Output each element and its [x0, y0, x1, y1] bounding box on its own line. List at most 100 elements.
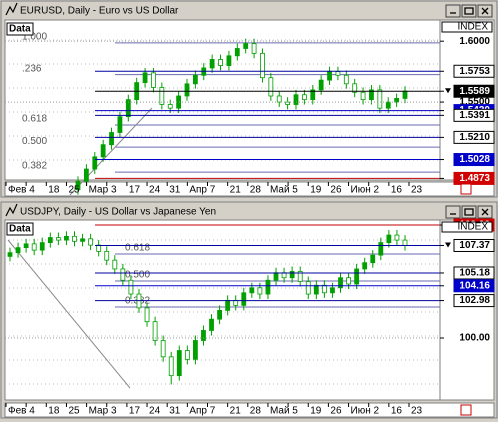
- x-tick-label: 23: [411, 406, 423, 417]
- candle-body: [217, 309, 222, 320]
- price-label-box: [453, 130, 495, 144]
- candle-body: [168, 356, 174, 377]
- candle-body: [273, 272, 279, 281]
- candle-body: [92, 156, 98, 170]
- x-tick-label: 18: [48, 406, 60, 417]
- candle-body: [47, 237, 53, 243]
- candle-body: [354, 268, 360, 285]
- candle-body: [15, 247, 21, 254]
- candle-body: [289, 271, 295, 279]
- candle-body: [184, 83, 190, 97]
- x-tick-label: 23: [411, 185, 423, 196]
- candle-body: [385, 101, 391, 109]
- candle-body: [394, 234, 400, 241]
- window-icon: [5, 2, 18, 16]
- candle-body: [39, 242, 45, 251]
- legend-box: [6, 222, 34, 236]
- candle-body: [386, 234, 392, 243]
- index-box: [441, 21, 493, 33]
- close-glyph: [481, 7, 489, 15]
- price-label: 1.5500: [459, 97, 490, 108]
- maximize-button[interactable]: [461, 205, 477, 219]
- candle-body: [176, 350, 182, 377]
- candle-body: [209, 59, 215, 69]
- price-label-box: [453, 64, 495, 78]
- index-box: [441, 221, 493, 233]
- candle-body: [31, 243, 37, 251]
- candle-body: [243, 43, 249, 49]
- last-price-arrow: [445, 242, 451, 248]
- candle-body: [305, 281, 311, 295]
- scroll-icon[interactable]: [460, 404, 472, 416]
- candle-body: [125, 99, 131, 118]
- candle-body: [75, 180, 81, 191]
- x-tick-label: Май 5: [270, 185, 298, 196]
- candle-body: [335, 71, 341, 76]
- candle-body: [330, 287, 335, 294]
- candle-body: [176, 95, 182, 109]
- price-label: 104.16: [459, 280, 490, 291]
- price-label-box: [453, 294, 495, 308]
- candle-body: [152, 321, 158, 341]
- x-tick-label: Июн 2: [351, 406, 380, 417]
- price-label: 100.00: [459, 333, 490, 344]
- x-tick-label: Мар 3: [89, 406, 117, 417]
- legend-box: [6, 22, 34, 36]
- candle-body: [260, 52, 265, 79]
- x-tick-label: 16: [391, 406, 403, 417]
- price-label: 107.37: [459, 240, 490, 251]
- x-tick-label: 17: [129, 406, 141, 417]
- x-tick-label: 18: [48, 185, 60, 196]
- window-title: USDJPY, Daily - US Dollar vs Japanese Ye…: [20, 207, 216, 218]
- price-label: 1.5028: [459, 154, 490, 165]
- scroll-icon[interactable]: [460, 183, 472, 195]
- legend-label: Data: [9, 224, 31, 235]
- x-tick-label: Фев 4: [8, 406, 35, 417]
- chart-window: EURUSD, Daily - Euro vs US Dollar 1.000 .2…: [0, 0, 498, 198]
- candle-body: [343, 74, 349, 85]
- price-label: 1.5589: [459, 86, 490, 97]
- candle-body: [234, 48, 240, 57]
- candle-body: [377, 89, 383, 109]
- x-tick-label: 25: [68, 406, 80, 417]
- price-label-box: [453, 108, 495, 122]
- minimize-button[interactable]: [445, 205, 461, 219]
- minimize-button[interactable]: [445, 4, 461, 18]
- candle-body: [241, 292, 247, 306]
- candle-body: [184, 350, 190, 360]
- candle-body: [362, 262, 368, 270]
- x-tick-label: Июн 2: [351, 185, 380, 196]
- x-tick-label: 16: [391, 185, 403, 196]
- x-tick-label: 24: [149, 185, 161, 196]
- candle-body: [159, 87, 165, 105]
- candle-body: [144, 307, 150, 323]
- last-price-arrow: [445, 88, 451, 94]
- candle-body: [378, 242, 384, 256]
- price-label-box: [453, 266, 495, 280]
- fib-label: 1.000: [22, 32, 47, 43]
- candle-body: [257, 287, 263, 295]
- candle-body: [281, 272, 287, 279]
- candle-body: [7, 252, 13, 257]
- price-label: 1.5391: [459, 110, 490, 121]
- candle-body: [160, 340, 166, 358]
- x-tick-label: 26: [330, 406, 342, 417]
- maximize-button[interactable]: [461, 4, 477, 18]
- candle-body: [226, 55, 232, 66]
- candle-body: [338, 277, 343, 289]
- candle-body: [402, 90, 408, 99]
- x-tick-label: 25: [68, 185, 80, 196]
- x-tick-label: Апр 7: [189, 185, 215, 196]
- fib-label: .236: [22, 63, 42, 74]
- candle-body: [64, 235, 69, 241]
- x-tick-label: 24: [149, 406, 161, 417]
- candle-body: [192, 74, 198, 85]
- price-label: 105.18: [459, 268, 490, 279]
- price-label-box: [453, 279, 495, 293]
- price-label: 1.6000: [459, 36, 490, 47]
- plot-area: [4, 19, 441, 181]
- title-bar: [3, 204, 495, 219]
- candle-body: [80, 238, 85, 242]
